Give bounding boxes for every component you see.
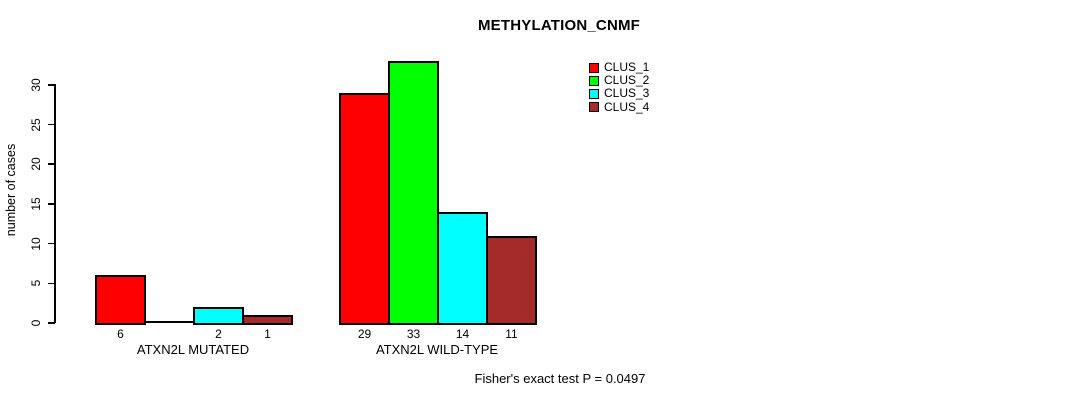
y-axis-tick-label: 25 bbox=[29, 117, 43, 132]
y-axis-tick bbox=[48, 242, 55, 245]
bar-value-label: 1 bbox=[264, 327, 271, 341]
bar-value-label: 14 bbox=[455, 327, 470, 341]
legend-item-clus-3: CLUS_3 bbox=[589, 87, 649, 100]
legend-item-clus-1: CLUS_1 bbox=[589, 61, 649, 74]
legend-label-clus-2: CLUS_2 bbox=[604, 73, 650, 88]
bar-clus_3-wild-type bbox=[437, 212, 488, 325]
y-axis-tick bbox=[48, 282, 55, 285]
bar-clus_2-mutated bbox=[144, 321, 195, 323]
bar-value-label: 6 bbox=[117, 327, 124, 341]
bar-clus_4-wild-type bbox=[486, 236, 537, 325]
legend-item-clus-2: CLUS_2 bbox=[589, 74, 649, 87]
bar-clus_4-mutated bbox=[242, 315, 293, 325]
y-axis-tick bbox=[48, 322, 55, 324]
y-axis-tick bbox=[48, 203, 55, 205]
y-axis-tick-label: 0 bbox=[29, 319, 43, 327]
legend-label-clus-4: CLUS_4 bbox=[604, 99, 650, 114]
legend-swatch-clus-1 bbox=[589, 62, 599, 73]
y-axis-tick bbox=[48, 163, 55, 165]
bar-clus_2-wild-type bbox=[388, 61, 439, 325]
bar-value-label: 29 bbox=[357, 327, 372, 341]
stat-test-annotation: Fisher's exact test P = 0.0497 bbox=[474, 371, 646, 386]
y-axis-tick-label: 5 bbox=[29, 279, 43, 287]
legend: CLUS_1 CLUS_2 CLUS_3 CLUS_4 bbox=[589, 61, 649, 114]
bar-clus_3-mutated bbox=[193, 307, 244, 325]
bar-clus_1-wild-type bbox=[339, 93, 390, 325]
legend-label-clus-1: CLUS_1 bbox=[604, 60, 650, 75]
bar-value-label: 2 bbox=[215, 327, 222, 341]
legend-swatch-clus-4 bbox=[589, 102, 599, 113]
y-axis-tick bbox=[48, 123, 55, 126]
legend-swatch-clus-3 bbox=[589, 88, 599, 99]
x-category-label-wild-type: ATXN2L WILD-TYPE bbox=[375, 342, 499, 357]
legend-swatch-clus-2 bbox=[589, 75, 599, 86]
legend-label-clus-3: CLUS_3 bbox=[604, 86, 650, 101]
y-axis-tick-label: 15 bbox=[29, 197, 43, 211]
bar-clus_1-mutated bbox=[95, 275, 146, 325]
legend-item-clus-4: CLUS_4 bbox=[589, 99, 650, 114]
bar-value-label: 33 bbox=[406, 327, 421, 341]
bar-value-label: 11 bbox=[505, 327, 518, 341]
y-axis-tick-label: 10 bbox=[29, 236, 43, 251]
y-axis-tick-label: 20 bbox=[29, 157, 43, 171]
x-category-label-mutated: ATXN2L MUTATED bbox=[136, 342, 250, 357]
y-axis-tick bbox=[48, 84, 55, 86]
y-axis-tick-label: 30 bbox=[29, 78, 43, 92]
chart-title: METHYLATION_CNMF bbox=[477, 17, 641, 34]
y-axis-title: number of cases bbox=[4, 143, 18, 237]
